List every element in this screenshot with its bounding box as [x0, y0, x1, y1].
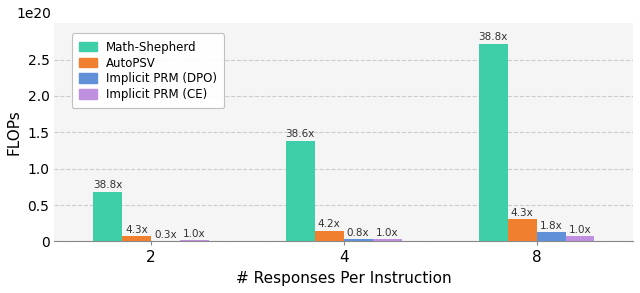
Text: 0.3x: 0.3x	[154, 230, 177, 240]
Text: 38.8x: 38.8x	[479, 32, 508, 42]
Bar	[286, 141, 315, 241]
Text: 1.0x: 1.0x	[183, 229, 205, 239]
Text: 0.8x: 0.8x	[347, 228, 369, 238]
Bar	[315, 231, 344, 241]
Bar	[479, 44, 508, 241]
X-axis label: # Responses Per Instruction: # Responses Per Instruction	[236, 271, 452, 286]
Bar	[566, 236, 595, 241]
Bar	[93, 192, 122, 241]
Bar	[180, 240, 209, 241]
Text: 1.8x: 1.8x	[540, 221, 563, 231]
Text: 4.3x: 4.3x	[125, 225, 148, 235]
Text: 38.8x: 38.8x	[93, 180, 122, 190]
Bar	[508, 219, 536, 241]
Bar	[536, 232, 566, 241]
Text: 38.6x: 38.6x	[285, 130, 315, 139]
Text: 4.3x: 4.3x	[511, 208, 534, 218]
Bar	[372, 239, 401, 241]
Text: 1.0x: 1.0x	[569, 225, 591, 235]
Bar	[122, 236, 151, 241]
Text: 4.2x: 4.2x	[318, 219, 340, 229]
Text: 1.0x: 1.0x	[376, 228, 399, 238]
Y-axis label: FLOPs: FLOPs	[7, 110, 22, 155]
Text: 1e20: 1e20	[17, 7, 52, 21]
Bar	[344, 239, 372, 241]
Legend: Math-Shepherd, AutoPSV, Implicit PRM (DPO), Implicit PRM (CE): Math-Shepherd, AutoPSV, Implicit PRM (DP…	[72, 33, 224, 108]
